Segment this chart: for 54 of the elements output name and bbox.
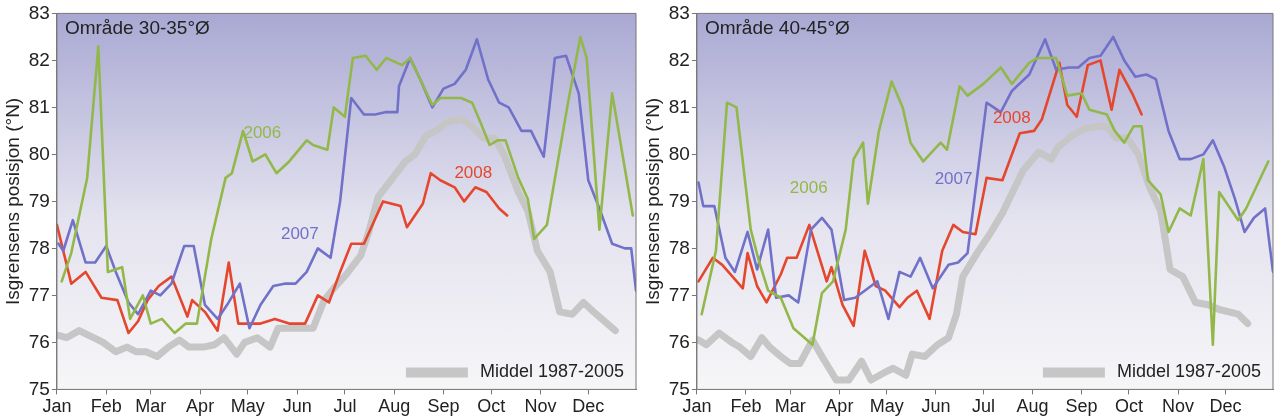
y-tick-label: 78 — [28, 236, 50, 258]
series-label: 2008 — [454, 162, 493, 182]
y-tick-label: 80 — [28, 142, 50, 164]
series-label: 2007 — [280, 224, 319, 244]
y-tick-label: 78 — [668, 236, 690, 258]
x-tick-label: Apr — [186, 396, 215, 417]
y-tick-label: 79 — [668, 189, 690, 211]
x-tick-label: Jun — [921, 396, 951, 417]
y-tick-label: 77 — [668, 283, 690, 305]
x-tick-label: Feb — [730, 396, 762, 417]
series-label: 2007 — [934, 169, 973, 189]
series-label: 2008 — [992, 107, 1031, 127]
x-tick-label: Sep — [1065, 396, 1098, 417]
x-tick-label: Jan — [42, 396, 72, 417]
x-tick-label: May — [869, 396, 904, 417]
chart-title: Område 40-45°Ø — [704, 17, 851, 39]
chart-title: Område 30-35°Ø — [64, 17, 211, 39]
x-tick-label: Aug — [378, 396, 411, 417]
y-tick-label: 76 — [28, 330, 50, 352]
x-tick-label: Dec — [572, 396, 605, 417]
x-tick-label: Jan — [682, 396, 712, 417]
y-tick-label: 83 — [668, 1, 690, 23]
y-tick-label: 81 — [668, 95, 690, 117]
y-axis-title: Isgrensens posisjon (°N) — [641, 97, 663, 305]
x-tick-label: Nov — [524, 396, 557, 417]
x-tick-label: Dec — [1209, 396, 1242, 417]
y-tick-label: 77 — [28, 283, 50, 305]
x-tick-label: Feb — [90, 396, 122, 417]
y-tick-label: 75 — [28, 377, 50, 399]
x-tick-label: Aug — [1016, 396, 1049, 417]
legend-label: Middel 1987-2005 — [479, 361, 624, 382]
x-tick-label: May — [230, 396, 265, 417]
x-tick-label: Mar — [774, 396, 806, 417]
y-tick-label: 75 — [668, 377, 690, 399]
y-tick-label: 82 — [28, 48, 50, 70]
legend-label: Middel 1987-2005 — [1116, 361, 1261, 382]
x-tick-label: Jun — [282, 396, 312, 417]
y-axis-title: Isgrensens posisjon (°N) — [1, 97, 23, 305]
y-tick-label: 82 — [668, 48, 690, 70]
y-tick-label: 76 — [668, 330, 690, 352]
x-tick-label: Oct — [477, 396, 506, 417]
x-tick-label: Nov — [1162, 396, 1195, 417]
x-tick-label: Sep — [427, 396, 460, 417]
x-tick-label: Jul — [971, 396, 995, 417]
x-tick-label: Mar — [135, 396, 167, 417]
x-tick-label: Jul — [333, 396, 357, 417]
series-label: 2006 — [789, 178, 828, 198]
x-tick-label: Apr — [825, 396, 854, 417]
series-label: 2006 — [243, 123, 282, 143]
y-tick-label: 83 — [28, 1, 50, 23]
y-tick-label: 80 — [668, 142, 690, 164]
x-tick-label: Oct — [1114, 396, 1143, 417]
y-tick-label: 79 — [28, 189, 50, 211]
y-tick-label: 81 — [28, 95, 50, 117]
